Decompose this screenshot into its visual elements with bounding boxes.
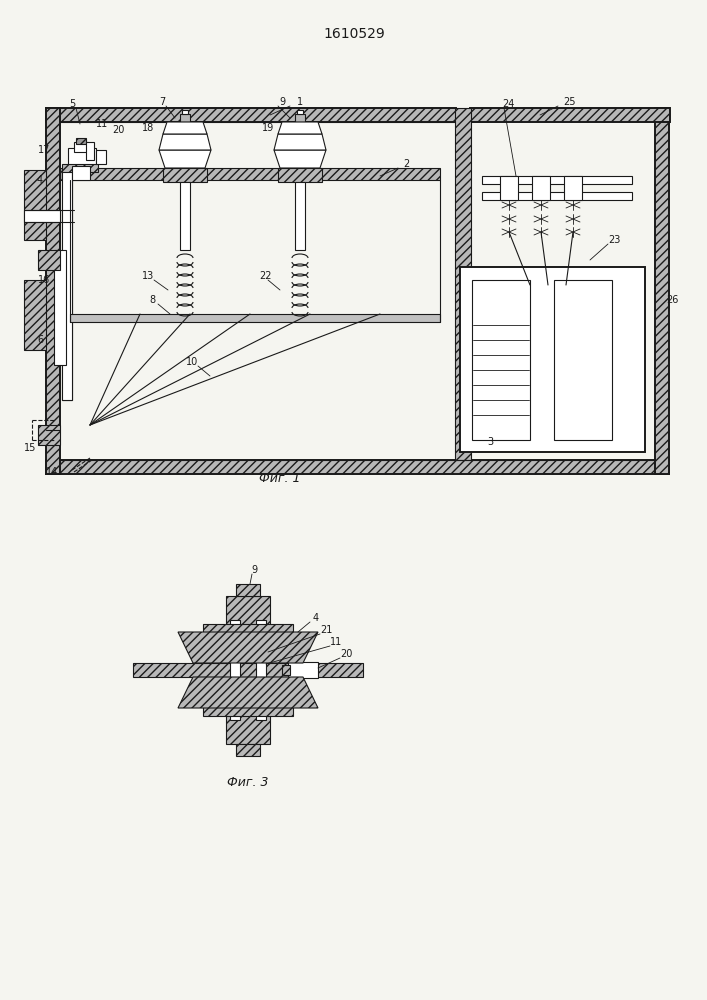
Bar bbox=[226, 708, 270, 744]
Bar bbox=[38, 425, 60, 445]
Bar bbox=[226, 596, 270, 632]
Text: 26: 26 bbox=[666, 295, 678, 305]
Bar bbox=[24, 210, 60, 222]
Text: 1610529: 1610529 bbox=[323, 27, 385, 41]
Polygon shape bbox=[274, 150, 326, 168]
Bar bbox=[295, 114, 305, 122]
Bar bbox=[203, 624, 293, 634]
Text: 9: 9 bbox=[279, 97, 285, 107]
Bar bbox=[256, 620, 266, 720]
Text: 24: 24 bbox=[502, 99, 514, 109]
Bar bbox=[297, 110, 303, 114]
Bar bbox=[455, 108, 471, 460]
Text: Фиг. 1: Фиг. 1 bbox=[259, 472, 300, 485]
Bar bbox=[54, 250, 66, 365]
Text: 14: 14 bbox=[46, 467, 58, 477]
Text: 5: 5 bbox=[69, 99, 75, 109]
Bar bbox=[554, 280, 612, 440]
Bar bbox=[68, 148, 96, 168]
Bar bbox=[180, 114, 190, 122]
Bar bbox=[500, 176, 518, 200]
Polygon shape bbox=[178, 677, 318, 708]
Bar bbox=[46, 108, 60, 474]
Text: 11: 11 bbox=[330, 637, 342, 647]
Text: 7: 7 bbox=[159, 97, 165, 107]
Text: 11: 11 bbox=[96, 119, 108, 129]
Polygon shape bbox=[159, 134, 211, 150]
Text: 20: 20 bbox=[340, 649, 352, 659]
Text: 8: 8 bbox=[149, 295, 155, 305]
Text: 21: 21 bbox=[320, 625, 332, 635]
Bar bbox=[56, 261, 64, 270]
Bar bbox=[236, 584, 260, 596]
Text: Фиг. 3: Фиг. 3 bbox=[227, 776, 269, 788]
Bar bbox=[96, 150, 106, 164]
Text: 25: 25 bbox=[563, 97, 576, 107]
Text: 20: 20 bbox=[112, 125, 124, 135]
Bar bbox=[56, 351, 64, 360]
Bar bbox=[470, 108, 670, 122]
Bar bbox=[56, 321, 64, 330]
Bar bbox=[288, 662, 318, 678]
Bar bbox=[56, 336, 64, 345]
Text: 3: 3 bbox=[487, 437, 493, 447]
Bar bbox=[62, 170, 72, 400]
Bar bbox=[482, 192, 632, 200]
Bar bbox=[482, 176, 632, 184]
Text: 6: 6 bbox=[37, 335, 43, 345]
Text: 4: 4 bbox=[37, 175, 43, 185]
Text: 13: 13 bbox=[142, 271, 154, 281]
Bar bbox=[230, 620, 240, 720]
Bar bbox=[564, 176, 582, 200]
Text: 1: 1 bbox=[297, 97, 303, 107]
Bar bbox=[62, 164, 98, 172]
Text: 22: 22 bbox=[259, 271, 271, 281]
Text: 15: 15 bbox=[24, 443, 36, 453]
Text: 10: 10 bbox=[186, 357, 198, 367]
Polygon shape bbox=[278, 122, 322, 134]
Bar bbox=[180, 182, 190, 250]
Bar bbox=[24, 170, 46, 240]
Bar bbox=[76, 138, 86, 144]
Polygon shape bbox=[159, 150, 211, 168]
Bar bbox=[60, 168, 440, 180]
Polygon shape bbox=[274, 134, 326, 150]
Bar bbox=[74, 142, 88, 152]
Bar bbox=[56, 276, 64, 285]
Bar bbox=[282, 665, 290, 675]
Text: 4: 4 bbox=[313, 613, 319, 623]
Bar bbox=[460, 267, 645, 452]
Polygon shape bbox=[163, 122, 207, 134]
Bar bbox=[133, 663, 363, 677]
Bar bbox=[655, 108, 669, 474]
Bar bbox=[46, 108, 456, 122]
Text: 17: 17 bbox=[37, 145, 50, 155]
Bar bbox=[163, 168, 207, 182]
Bar bbox=[62, 170, 72, 400]
Text: 19: 19 bbox=[262, 123, 274, 133]
Text: 9: 9 bbox=[251, 565, 257, 575]
Bar bbox=[236, 744, 260, 756]
Text: 2: 2 bbox=[403, 159, 409, 169]
Bar bbox=[56, 306, 64, 315]
Bar bbox=[295, 182, 305, 250]
Bar bbox=[24, 280, 46, 350]
Bar bbox=[278, 168, 322, 182]
Text: 23: 23 bbox=[608, 235, 620, 245]
Bar bbox=[86, 142, 94, 160]
Bar bbox=[46, 460, 669, 474]
Bar bbox=[532, 176, 550, 200]
Bar bbox=[72, 166, 90, 180]
Bar bbox=[472, 280, 530, 440]
Text: 16: 16 bbox=[38, 275, 50, 285]
Bar bbox=[56, 291, 64, 300]
Bar bbox=[38, 250, 60, 270]
Bar bbox=[182, 110, 188, 114]
Bar bbox=[70, 314, 440, 322]
Bar bbox=[203, 706, 293, 716]
Text: 18: 18 bbox=[142, 123, 154, 133]
Polygon shape bbox=[178, 632, 318, 663]
